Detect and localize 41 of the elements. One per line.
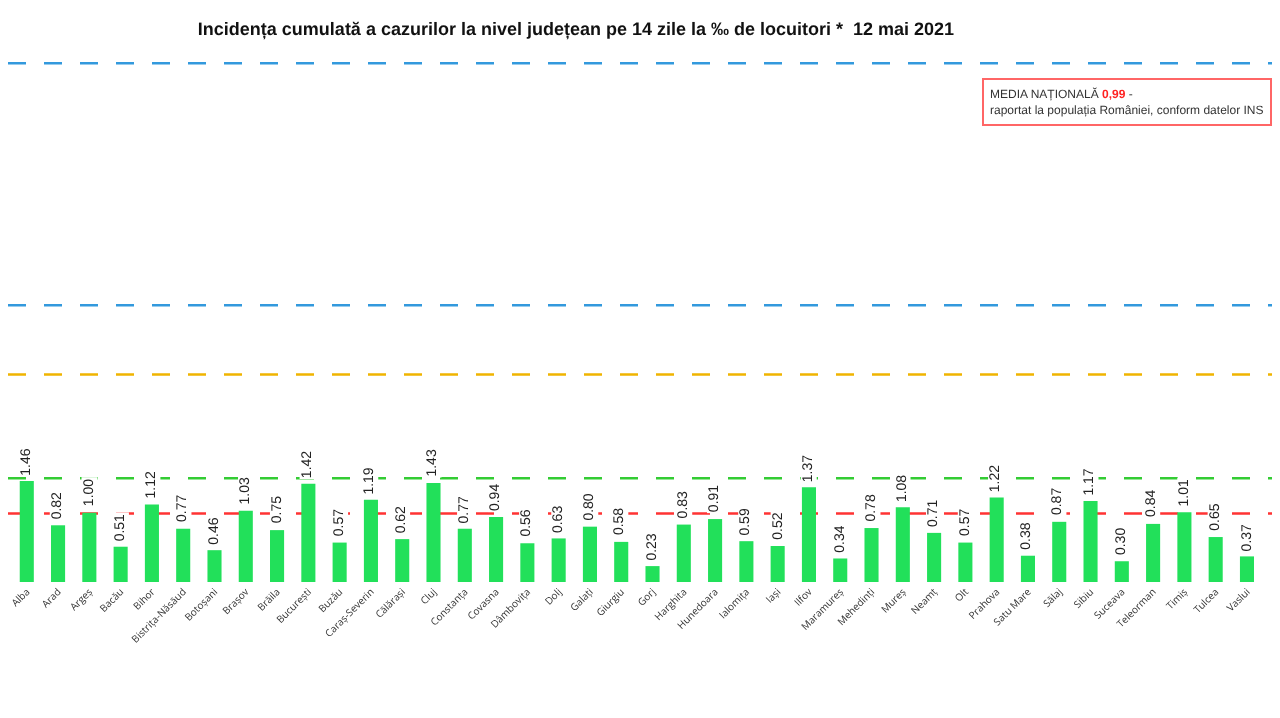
bar: [1083, 501, 1098, 582]
bar: [489, 516, 504, 582]
bar: [332, 542, 347, 582]
chart-title: Incidența cumulată a cazurilor la nivel județean pe 14 zile la ‰ de locuitori * 12 mai 2021: [197, 19, 955, 42]
bar: [1208, 537, 1223, 582]
bar: [395, 539, 410, 582]
bar: [1239, 556, 1254, 582]
bar: [676, 524, 691, 582]
bar: [833, 558, 848, 582]
bar: [1177, 512, 1192, 582]
bar: [1114, 561, 1129, 582]
bar: [1146, 523, 1161, 582]
bar: [176, 528, 191, 582]
bar: [144, 504, 159, 582]
bar: [301, 483, 316, 582]
bar: [708, 519, 723, 582]
bar: [927, 532, 942, 582]
bar: [958, 542, 973, 582]
bar: [51, 525, 66, 582]
bar: [1020, 555, 1035, 582]
bar: [1052, 521, 1067, 582]
bar: [895, 507, 910, 582]
bar: [864, 528, 879, 582]
bar: [207, 550, 222, 582]
bar: [614, 541, 629, 582]
bar: [457, 528, 472, 582]
bar: [739, 541, 754, 582]
bar: [645, 566, 660, 582]
bar: [801, 487, 816, 582]
bar: [82, 512, 97, 582]
bar: [582, 526, 597, 582]
bar: [551, 538, 566, 582]
bar: [270, 530, 285, 582]
bar: [363, 499, 378, 582]
bar: [520, 543, 535, 582]
bar: [19, 481, 34, 582]
bar: [426, 483, 441, 582]
bar: [113, 546, 128, 582]
bar: [238, 510, 253, 582]
bar: [770, 546, 785, 582]
bar: [989, 497, 1004, 582]
